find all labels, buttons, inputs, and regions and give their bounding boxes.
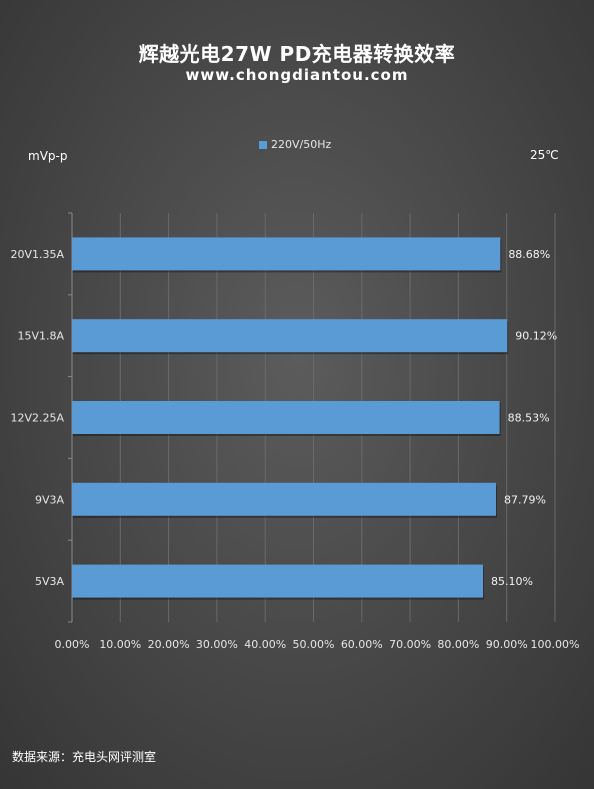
data-source: 数据来源：充电头网评测室 xyxy=(12,750,157,764)
x-tick-label: 60.00% xyxy=(341,638,383,651)
bar xyxy=(72,401,500,434)
category-label: 5V3A xyxy=(35,575,65,588)
bar-chart: 0.00% 10.00% 20.00% 30.00% 40.00% 50.00% 60.00… xyxy=(10,212,579,651)
category-label: 9V3A xyxy=(35,493,65,506)
bar xyxy=(72,237,501,271)
x-tick-label: 100.00% xyxy=(531,638,580,651)
chart-subtitle: www.chongdiantou.com xyxy=(185,66,409,84)
legend-swatch xyxy=(259,140,267,149)
x-tick-label: 30.00% xyxy=(196,638,238,651)
category-label: 20V1.35A xyxy=(10,248,64,261)
x-tick-label: 0.00% xyxy=(55,638,90,651)
legend: 220V/50Hz xyxy=(259,138,331,151)
bars xyxy=(72,237,509,600)
data-label: 85.10% xyxy=(491,575,533,588)
x-tick-label: 10.00% xyxy=(99,638,141,651)
x-tick-label: 80.00% xyxy=(437,638,479,651)
temperature-label: 25℃ xyxy=(530,148,559,162)
category-label: 15V1.8A xyxy=(17,330,64,343)
y-axis xyxy=(68,212,73,623)
labels: 0.00% 10.00% 20.00% 30.00% 40.00% 50.00% 60.00… xyxy=(10,248,579,651)
data-label: 90.12% xyxy=(515,330,557,343)
data-label: 87.79% xyxy=(504,493,546,506)
x-tick-label: 40.00% xyxy=(244,638,286,651)
legend-label: 220V/50Hz xyxy=(271,138,332,151)
x-tick-label: 70.00% xyxy=(389,638,431,651)
data-label: 88.53% xyxy=(508,412,550,425)
unit-label: mVp-p xyxy=(28,149,68,163)
category-label: 12V2.25A xyxy=(10,412,64,425)
x-tick-label: 20.00% xyxy=(148,638,190,651)
bar xyxy=(72,482,497,516)
chart-title: 辉越光电27W PD充电器转换效率 xyxy=(138,42,456,66)
x-tick-label: 50.00% xyxy=(293,638,335,651)
bar xyxy=(72,319,508,353)
bar xyxy=(72,564,484,598)
x-tick-label: 90.00% xyxy=(486,638,528,651)
data-label: 88.68% xyxy=(508,248,550,261)
